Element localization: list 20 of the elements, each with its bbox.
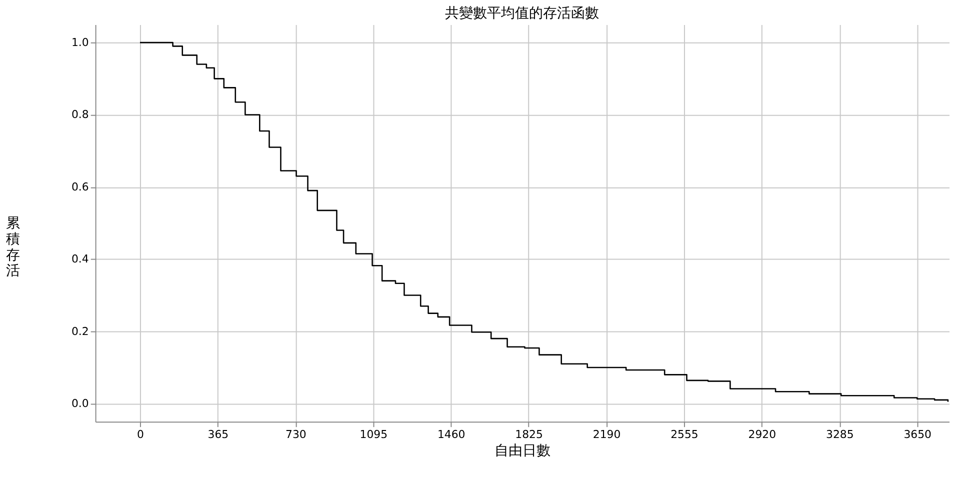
x-tick-label: 1825: [515, 428, 543, 441]
y-tick-label: 0.0: [71, 397, 89, 410]
x-tick-label: 3650: [904, 428, 932, 441]
y-tick-label: 0.8: [71, 108, 89, 122]
x-tick-label: 3285: [826, 428, 854, 441]
y-axis-title: 累積存活: [6, 216, 20, 280]
y-tick-label: 0.4: [71, 252, 89, 266]
x-tick-label: 1095: [360, 428, 388, 441]
x-tick-label: 365: [208, 428, 229, 441]
chart-title: 共變數平均值的存活函數: [445, 6, 600, 22]
y-tick-label: 0.2: [71, 324, 89, 338]
x-tick-label: 2555: [670, 428, 698, 441]
x-tick-label: 0: [137, 428, 144, 441]
x-tick-label: 1460: [437, 428, 466, 441]
y-tick-label: 0.6: [71, 180, 89, 194]
x-tick-label: 730: [286, 428, 306, 441]
x-axis-title: 自由日數: [494, 442, 551, 459]
x-tick-label: 2920: [748, 428, 776, 441]
y-tick-label: 1.0: [71, 36, 89, 50]
x-tick-label: 2190: [592, 428, 621, 441]
